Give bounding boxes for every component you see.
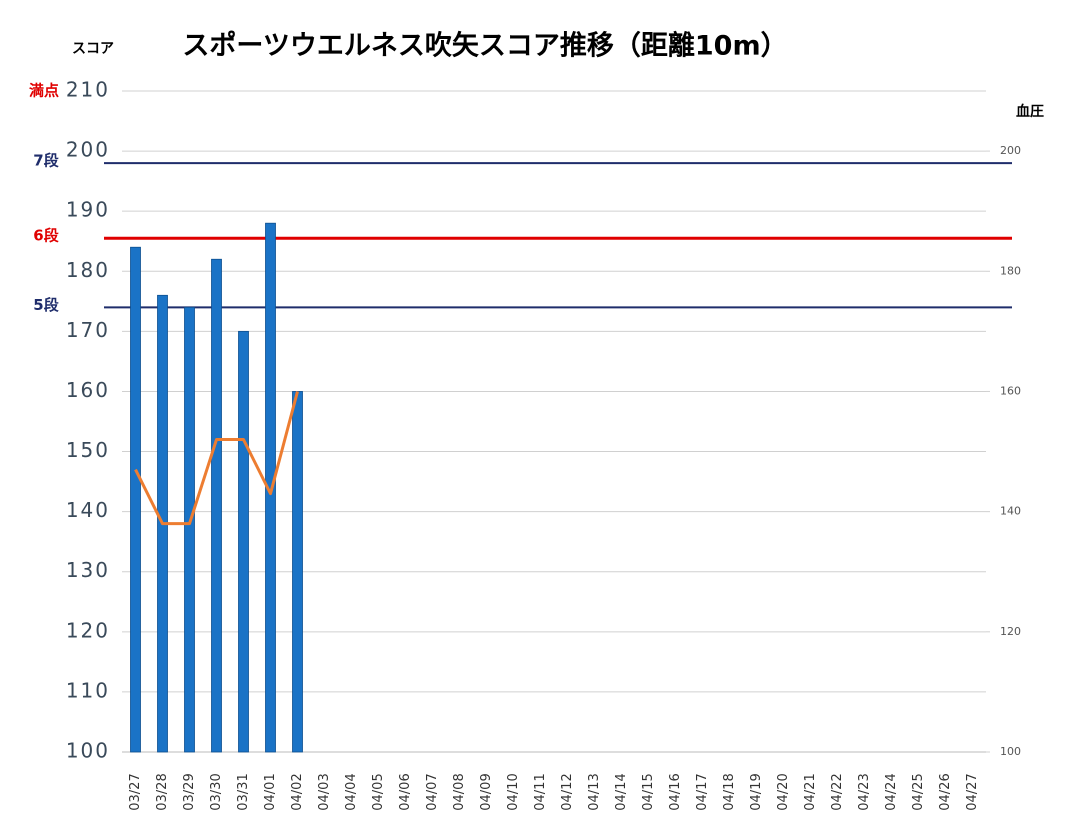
x-tick-label: 04/08 [452, 773, 467, 810]
y2-tick-label: 100 [1000, 745, 1021, 758]
y2-tick-label: 200 [1000, 144, 1021, 157]
reference-label: 5段 [33, 296, 58, 314]
bar [184, 306, 195, 753]
x-tick-label: 04/19 [749, 773, 764, 810]
x-tick-label: 04/14 [614, 773, 629, 810]
line [134, 391, 299, 526]
x-tick-label: 04/17 [695, 773, 710, 810]
x-tick-label: 04/27 [965, 773, 980, 810]
y2-tick-label: 140 [1000, 505, 1021, 518]
x-tick-label: 04/03 [317, 773, 332, 810]
x-tick-label: 04/16 [668, 773, 683, 810]
y-tick-label: 200 [66, 138, 110, 162]
reference-label: 満点 [29, 82, 59, 100]
y-tick-label: 130 [66, 558, 110, 582]
x-tick-label: 04/10 [506, 773, 521, 810]
x-tick-label: 04/20 [776, 773, 791, 810]
x-tick-label: 04/04 [344, 773, 359, 810]
bar [292, 391, 303, 753]
y-tick-label: 110 [66, 678, 110, 702]
bar [130, 246, 141, 753]
y-tick-label: 190 [66, 198, 110, 222]
x-tick-label: 04/13 [587, 773, 602, 810]
x-tick-label: 04/23 [857, 773, 872, 810]
x-tick-label: 03/31 [236, 773, 251, 810]
chart-title: スポーツウエルネス吹矢スコア推移（距離10m） [182, 30, 787, 62]
reference-label: 6段 [33, 227, 58, 245]
y2-tick-label: 180 [1000, 264, 1021, 277]
x-tick-label: 04/26 [938, 773, 953, 810]
x-tick-label: 03/27 [128, 773, 143, 810]
x-tick-label: 04/22 [830, 773, 845, 810]
y-axis-label: スコア [72, 41, 114, 57]
x-tick-label: 04/15 [641, 773, 656, 810]
x-tick-label: 04/06 [398, 773, 413, 810]
y-tick-label: 170 [66, 318, 110, 342]
y2-tick-label: 120 [1000, 625, 1021, 638]
bar [211, 258, 222, 753]
x-tick-label: 04/18 [722, 773, 737, 810]
x-tick-label: 04/12 [560, 773, 575, 810]
y-tick-label: 120 [66, 618, 110, 642]
x-tick-label: 04/24 [884, 773, 899, 810]
y-tick-label: 140 [66, 498, 110, 522]
x-tick-label: 04/21 [803, 773, 818, 810]
y-tick-label: 180 [66, 258, 110, 282]
bar [238, 330, 249, 753]
bar [265, 222, 276, 753]
y2-axis-label: 血圧 [1016, 103, 1044, 120]
x-tick-label: 04/05 [371, 773, 386, 810]
x-tick-label: 04/09 [479, 773, 494, 810]
x-tick-label: 03/30 [209, 773, 224, 810]
x-tick-label: 04/07 [425, 773, 440, 810]
y-tick-label: 210 [66, 78, 110, 102]
x-tick-label: 03/29 [182, 773, 197, 810]
y-tick-label: 150 [66, 438, 110, 462]
x-tick-label: 03/28 [155, 773, 170, 810]
y-tick-label: 160 [66, 378, 110, 402]
x-tick-label: 04/25 [911, 773, 926, 810]
y2-tick-label: 160 [1000, 384, 1021, 397]
x-tick-label: 04/11 [533, 773, 548, 810]
x-tick-label: 04/01 [263, 773, 278, 810]
reference-label: 7段 [33, 152, 58, 170]
x-tick-label: 04/02 [290, 773, 305, 810]
y-tick-label: 100 [66, 739, 110, 763]
